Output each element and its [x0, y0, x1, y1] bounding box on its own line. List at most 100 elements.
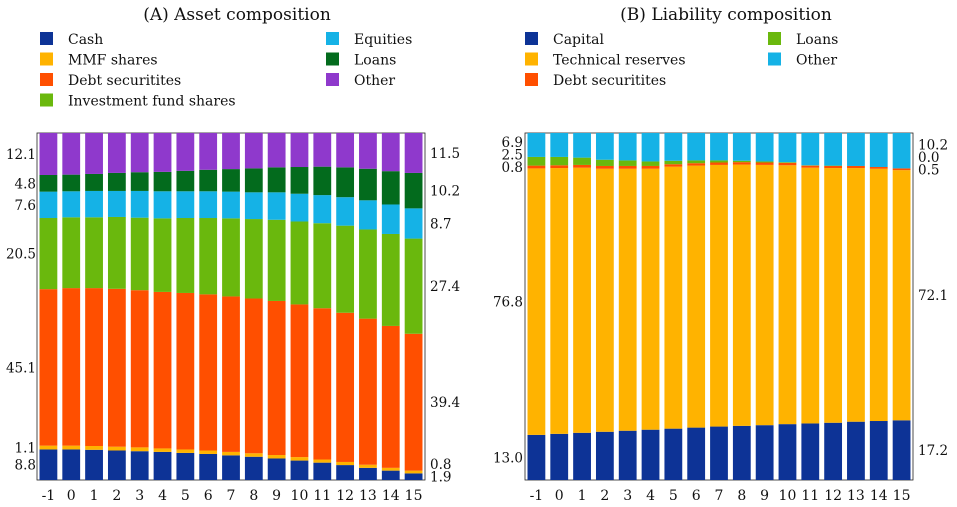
bar-segment-cash [404, 473, 423, 480]
bar-segment-capital [595, 431, 614, 480]
right-value-label: 27.4 [430, 279, 460, 295]
bar-segment-technical-reserves [550, 168, 569, 434]
bar-segment-debt-securitites [664, 164, 683, 167]
legend-swatch [326, 32, 339, 45]
x-tick-label: 8 [249, 488, 258, 504]
bar-segment-debt-securitites [176, 292, 195, 450]
bar-segment-debt-securitites [313, 308, 332, 460]
x-tick-label: 11 [801, 488, 819, 504]
x-tick-label: 14 [870, 488, 888, 504]
bar-segment-technical-reserves [664, 166, 683, 429]
x-tick-label: 8 [737, 488, 746, 504]
bar-segment-other [85, 133, 103, 174]
bar-segment-mmf-shares [336, 461, 355, 466]
bar-segment-mmf-shares [267, 455, 286, 459]
bar-segment-equities [244, 192, 263, 220]
bar-segment-cash [130, 451, 149, 480]
legend-swatch [525, 52, 538, 66]
bar-segment-mmf-shares [130, 447, 149, 452]
bar-segment-debt-securitites [527, 165, 546, 169]
bar-segment-debt-securitites [336, 312, 355, 462]
bar-segment-equities [153, 191, 172, 219]
x-tick-label: 14 [382, 488, 400, 504]
bar-segment-debt-securitites [153, 291, 172, 449]
bar-segment-other [153, 133, 172, 172]
bar-segment-capital [755, 425, 774, 480]
bar-segment-debt-securitites [801, 165, 820, 168]
bar-segment-cash [267, 458, 286, 480]
panel-title: (B) Liability composition [620, 5, 832, 25]
bar-segment-loans [153, 171, 172, 192]
bar-segment-cash [336, 465, 355, 480]
right-value-label: 17.2 [918, 443, 948, 459]
bar-segment-technical-reserves [527, 168, 546, 435]
bar-segment-mmf-shares [313, 459, 332, 463]
bar-segment-cash [85, 449, 103, 480]
bar-segment-loans [313, 166, 332, 196]
bar-segment-debt-securitites [595, 165, 614, 169]
bar-segment-loans [618, 160, 637, 166]
bar-segment-technical-reserves [732, 164, 751, 426]
bar-segment-debt-securitites [755, 162, 774, 165]
left-value-label: 4.8 [15, 176, 36, 192]
bar-segment-other [199, 133, 218, 170]
legend-swatch [40, 52, 53, 66]
legend-swatch [768, 32, 781, 45]
bar-segment-other [39, 133, 58, 175]
bar-segment-other [892, 133, 911, 169]
x-tick-label: 15 [893, 488, 911, 504]
x-tick-label: 10 [291, 488, 309, 504]
bar-segment-capital [527, 434, 546, 480]
bar-segment-mmf-shares [39, 445, 58, 450]
x-tick-label: 2 [112, 488, 121, 504]
bar-segment-loans [107, 172, 126, 191]
right-value-label: 0.8 [430, 457, 451, 473]
bar-segment-debt-securitites [404, 333, 423, 471]
bar-segment-cash [153, 451, 172, 480]
legend-label: Equities [354, 32, 412, 48]
x-tick-label: 6 [692, 488, 701, 504]
x-tick-label: 1 [90, 488, 99, 504]
bar-segment-loans [595, 159, 614, 166]
left-value-label: 12.1 [6, 147, 36, 163]
bar-segment-debt-securitites [107, 288, 126, 447]
left-value-label: 20.5 [6, 247, 36, 263]
bar-segment-other [130, 133, 149, 173]
bar-segment-capital [847, 421, 865, 480]
bar-segment-other [595, 133, 614, 160]
x-tick-label: 0 [555, 488, 564, 504]
legend-label: Debt securitites [553, 73, 666, 89]
bar-segment-loans [62, 174, 81, 192]
bar-segment-equities [107, 190, 126, 217]
bar-segment-technical-reserves [595, 168, 614, 432]
right-value-label: 10.2 [430, 184, 460, 200]
bar-segment-investment-fund-shares [222, 218, 240, 297]
bar-segment-equities [336, 197, 355, 226]
bar-segment-cash [199, 453, 218, 480]
legend-label: Other [796, 53, 837, 69]
bar-segment-investment-fund-shares [39, 218, 58, 290]
bar-segment-loans [359, 168, 377, 201]
bar-segment-capital [618, 430, 637, 480]
bar-segment-capital [869, 421, 888, 480]
bar-segment-other [847, 133, 865, 166]
x-tick-label: 1 [578, 488, 587, 504]
bar-segment-debt-securitites [62, 288, 81, 446]
bar-segment-capital [778, 424, 797, 480]
right-value-label: 8.7 [430, 217, 451, 233]
bar-segment-equities [313, 195, 332, 224]
bar-segment-loans [267, 167, 286, 193]
bar-segment-loans [641, 161, 660, 166]
x-tick-label: 11 [313, 488, 331, 504]
legend-label: Cash [68, 32, 103, 48]
bar-segment-loans [85, 173, 103, 191]
bar-segment-investment-fund-shares [290, 221, 309, 305]
left-value-label: 13.0 [493, 450, 523, 466]
bar-segment-capital [687, 427, 706, 480]
legend-label: Technical reserves [553, 53, 686, 69]
bar-segment-equities [267, 192, 286, 220]
legend-label: Loans [796, 32, 838, 48]
bar-segment-mmf-shares [404, 470, 423, 474]
bar-segment-debt-securitites [222, 296, 240, 452]
left-value-label: 1.1 [15, 441, 36, 457]
